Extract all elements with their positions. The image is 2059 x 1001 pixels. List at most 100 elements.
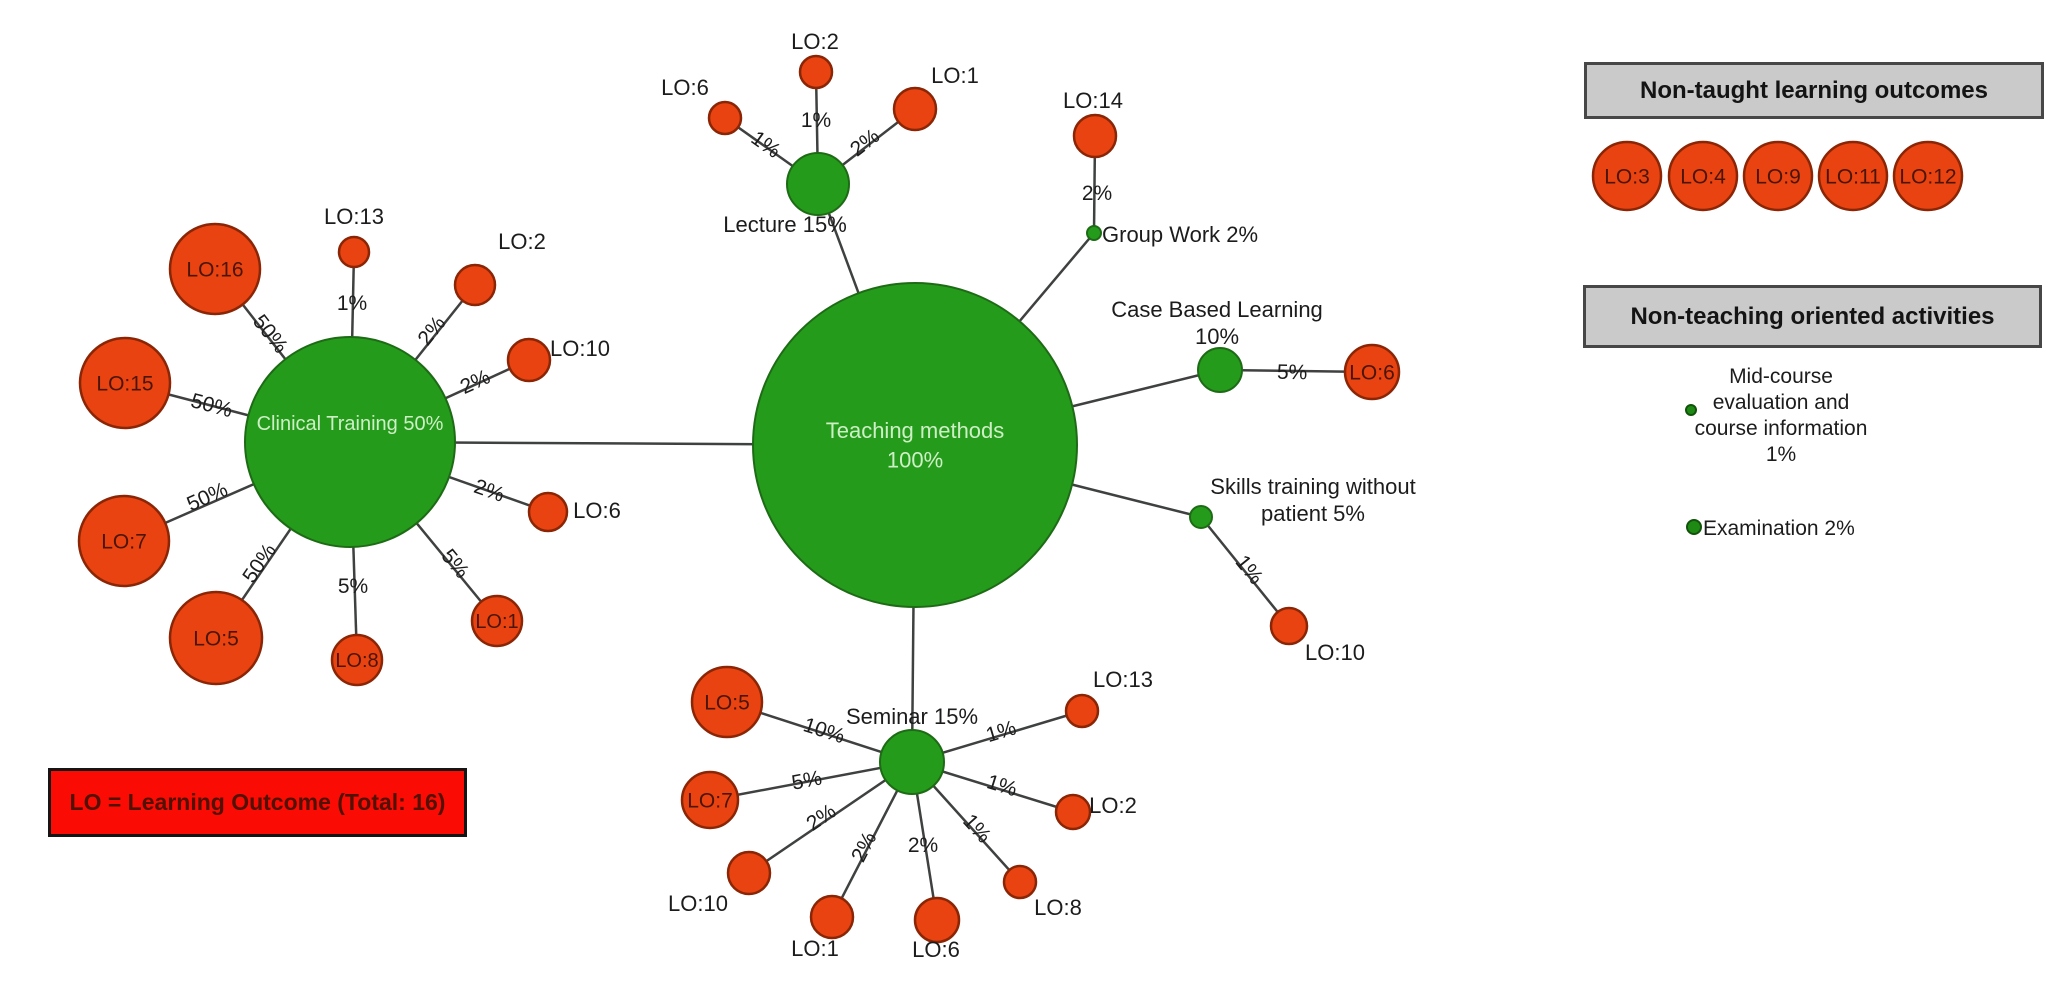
node-cl_lo8-label: LO:8: [335, 650, 378, 672]
node-sem_lo8-label: LO:8: [1034, 895, 1082, 920]
legend-outcome-label-lo9: LO:9: [1755, 165, 1801, 188]
node-cl_lo1-circle: [470, 594, 524, 648]
node-cl_lo15-circle: [78, 336, 172, 430]
node-cl_lo2-label: LO:2: [498, 229, 546, 254]
node-skills-label: Skills training without: [1210, 474, 1415, 499]
node-sem_lo10-circle: [726, 850, 772, 896]
node-groupwork-circle: [1086, 225, 1102, 241]
edge-label-clinical-cl_lo1: 5%: [437, 545, 474, 583]
edge-label-clinical-cl_lo15: 50%: [188, 389, 234, 422]
node-cbl_lo6-label: LO:6: [1349, 361, 1395, 384]
node-sem_lo7-label: LO:7: [687, 789, 733, 812]
edge-label-cbl-cbl_lo6: 5%: [1277, 361, 1308, 384]
midcourse-dot-icon: [1685, 404, 1697, 416]
legend-outcome-circle-lo12: [1892, 140, 1964, 212]
node-teaching-label: Teaching methods: [826, 418, 1005, 443]
edge-skills-sk_lo10: [1200, 516, 1290, 627]
legend-outcome-label-lo3: LO:3: [1604, 165, 1650, 188]
node-lec_lo2-label: LO:2: [791, 29, 839, 54]
node-sem_lo1-label: LO:1: [791, 936, 839, 961]
node-teaching-label: 100%: [887, 448, 943, 473]
node-sem_lo6-label: LO:6: [912, 937, 960, 962]
node-sem_lo13-label: LO:13: [1093, 667, 1153, 692]
node-cl_lo5-label: LO:5: [193, 627, 239, 650]
node-sem_lo6-circle: [913, 896, 961, 944]
legend-outcome-circle-lo11: [1817, 140, 1889, 212]
legend-non-teaching-title: Non-teaching oriented activities: [1630, 302, 1995, 330]
node-cl_lo10-circle: [506, 337, 552, 383]
edge-label-clinical-cl_lo13: 1%: [337, 292, 367, 315]
edge-label-seminar-sem_lo2: 1%: [984, 770, 1020, 801]
node-sem_lo5-circle: [690, 665, 764, 739]
node-seminar-circle: [879, 729, 945, 795]
legend-outcome-circle-lo3: [1591, 140, 1663, 212]
edge-label-lecture-lec_lo1: 2%: [846, 124, 884, 161]
edge-label-seminar-sem_lo5: 10%: [800, 713, 847, 748]
edge-label-groupwork-gw_lo14: 2%: [1082, 182, 1112, 205]
node-sem_lo8-circle: [1002, 864, 1038, 900]
edge-label-clinical-cl_lo6: 2%: [471, 475, 507, 507]
node-sem_lo13-circle: [1064, 693, 1100, 729]
edge-label-clinical-cl_lo16: 50%: [248, 310, 292, 357]
node-lec_lo2-circle: [798, 54, 834, 90]
edge-label-clinical-cl_lo5: 50%: [238, 539, 281, 587]
node-cl_lo13-circle: [337, 235, 371, 269]
legend-outcome-circle-lo4: [1667, 140, 1739, 212]
node-groupwork-label: Group Work 2%: [1102, 222, 1258, 247]
legend-outcome-label-lo11: LO:11: [1825, 165, 1881, 188]
midcourse-line: course information: [1694, 417, 1868, 440]
legend-outcome-label-lo4: LO:4: [1680, 165, 1726, 188]
node-cl_lo16-label: LO:16: [186, 258, 243, 281]
legend-non-taught-title: Non-taught learning outcomes: [1640, 76, 1988, 104]
node-lecture-circle: [786, 152, 850, 216]
node-cl_lo16-circle: [168, 222, 262, 316]
legend-non-taught-header: Non-taught learning outcomes: [1584, 62, 2044, 119]
node-lec_lo6-circle: [707, 100, 743, 136]
edge-label-skills-sk_lo10: 1%: [1231, 551, 1268, 589]
node-sem_lo10-label: LO:10: [668, 891, 728, 916]
node-cl_lo15-label: LO:15: [96, 372, 153, 395]
node-sk_lo10-label: LO:10: [1305, 640, 1365, 665]
node-clinical-circle: [244, 336, 456, 548]
node-lec_lo1-circle: [892, 86, 938, 132]
node-clinical-label: Clinical Training 50%: [257, 413, 444, 435]
edge-label-clinical-cl_lo10: 2%: [457, 365, 494, 399]
node-cl_lo6-label: LO:6: [573, 498, 621, 523]
legend-non-teaching-header: Non-teaching oriented activities: [1583, 285, 2042, 348]
node-sk_lo10-circle: [1269, 606, 1309, 646]
node-cl_lo1-label: LO:1: [475, 611, 518, 633]
node-gw_lo14-circle: [1072, 113, 1118, 159]
edge-label-seminar-sem_lo6: 2%: [908, 834, 938, 857]
lo-definition-box: LO = Learning Outcome (Total: 16): [48, 768, 467, 837]
node-cbl-circle: [1197, 347, 1243, 393]
node-sem_lo5-label: LO:5: [704, 691, 750, 714]
node-lec_lo6-label: LO:6: [661, 75, 709, 100]
examination-dot-icon: [1686, 519, 1702, 535]
node-lec_lo1-label: LO:1: [931, 63, 979, 88]
node-cbl-label: 10%: [1195, 324, 1239, 349]
edge-label-seminar-sem_lo7: 5%: [790, 766, 824, 794]
node-sem_lo2-circle: [1054, 793, 1092, 831]
node-cl_lo13-label: LO:13: [324, 204, 384, 229]
node-cl_lo7-label: LO:7: [101, 530, 147, 553]
node-gw_lo14-label: LO:14: [1063, 88, 1123, 113]
node-teaching-circle: [752, 282, 1078, 608]
node-cl_lo7-circle: [77, 494, 171, 588]
edge-label-seminar-sem_lo10: 2%: [802, 800, 840, 836]
node-cl_lo6-circle: [527, 491, 569, 533]
node-sem_lo1-circle: [809, 894, 855, 940]
midcourse-line: evaluation and: [1712, 391, 1850, 414]
edge-label-lecture-lec_lo2: 1%: [801, 109, 831, 132]
node-skills-label: patient 5%: [1261, 501, 1365, 526]
node-sem_lo2-label: LO:2: [1089, 793, 1137, 818]
midcourse-line: 1%: [1765, 443, 1797, 466]
node-cbl_lo6-circle: [1343, 343, 1401, 401]
node-cbl-label: Case Based Learning: [1111, 297, 1323, 322]
edge-label-seminar-sem_lo8: 1%: [958, 810, 995, 848]
node-lecture-label: Lecture 15%: [723, 212, 847, 237]
edge-label-clinical-cl_lo7: 50%: [184, 478, 232, 516]
edge-label-seminar-sem_lo13: 1%: [983, 716, 1019, 747]
legend-outcome-circle-lo9: [1742, 140, 1814, 212]
lo-definition-text: LO = Learning Outcome (Total: 16): [69, 789, 446, 815]
